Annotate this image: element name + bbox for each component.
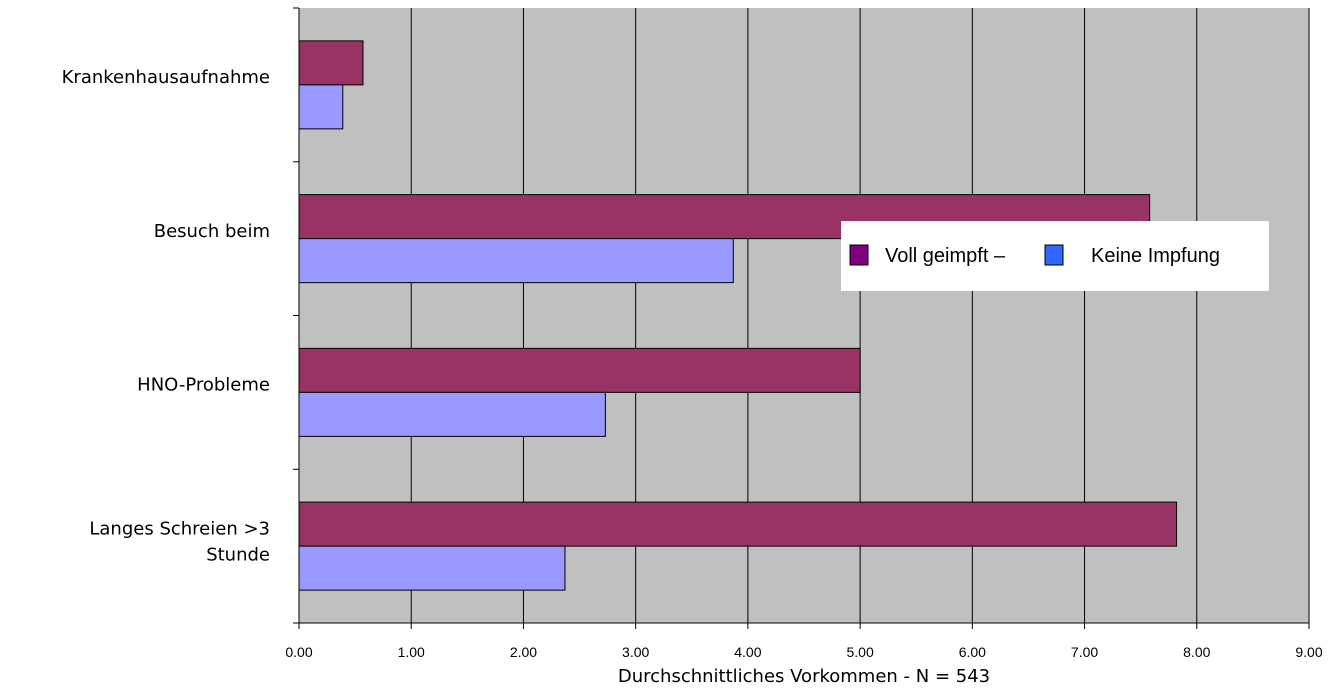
x-tick-label: 1.00 <box>398 644 425 660</box>
bar-keine-impfung-besuch-beim <box>298 238 734 284</box>
category-label-line: Langes Schreien >3 <box>89 518 270 539</box>
bar-keine-impfung-krankenhausaufnahme <box>298 84 344 130</box>
bar-keine-impfung-langes-schreien-3-stunde <box>298 545 566 591</box>
category-label-hno-probleme: HNO-Probleme <box>137 375 270 396</box>
bar-voll-geimpft-hno-probleme <box>298 347 861 393</box>
legend: Voll geimpft – Keine Impfung <box>841 221 1269 291</box>
x-tick-label: 2.00 <box>510 644 537 660</box>
category-labels: Krankenhausaufnahme Besuch beim HNO-Proble… <box>62 67 270 565</box>
x-tick-label: 0.00 <box>285 644 312 660</box>
category-label-line: Krankenhausaufnahme <box>62 67 270 88</box>
x-tick-label: 5.00 <box>846 644 873 660</box>
x-tick-label: 8.00 <box>1183 644 1210 660</box>
category-label-line: Besuch beim <box>154 221 270 242</box>
category-label-besuch-beim: Besuch beim <box>154 221 270 242</box>
bar-voll-geimpft-krankenhausaufnahme <box>298 40 364 86</box>
legend-swatch-voll-geimpft <box>849 244 869 266</box>
x-tick-label: 3.00 <box>622 644 649 660</box>
category-label-langes-schreien-3-stunde: Langes Schreien >3 Stunde <box>89 518 270 565</box>
x-tick-label: 4.00 <box>734 644 761 660</box>
legend-label-voll-geimpft: Voll geimpft – <box>885 245 1006 267</box>
category-label-krankenhausaufnahme: Krankenhausaufnahme <box>62 67 270 88</box>
x-axis-title: Durchschnittliches Vorkommen - N = 543 <box>618 666 990 687</box>
category-label-line: Stunde <box>206 544 270 565</box>
axes <box>293 7 1310 629</box>
x-tick-label: 6.00 <box>959 644 986 660</box>
legend-swatch-keine-impfung <box>1044 244 1064 266</box>
legend-label-keine-impfung: Keine Impfung <box>1091 245 1220 267</box>
x-tick-labels: 0.00 1.00 2.00 3.00 4.00 5.00 6.00 7.00 8.00 9.00 <box>285 644 1322 660</box>
bar-keine-impfung-hno-probleme <box>298 391 606 437</box>
bar-voll-geimpft-langes-schreien-3-stunde <box>298 501 1178 547</box>
x-tick-label: 7.00 <box>1071 644 1098 660</box>
x-tick-label: 9.00 <box>1295 644 1322 660</box>
category-label-line: HNO-Probleme <box>137 375 270 396</box>
